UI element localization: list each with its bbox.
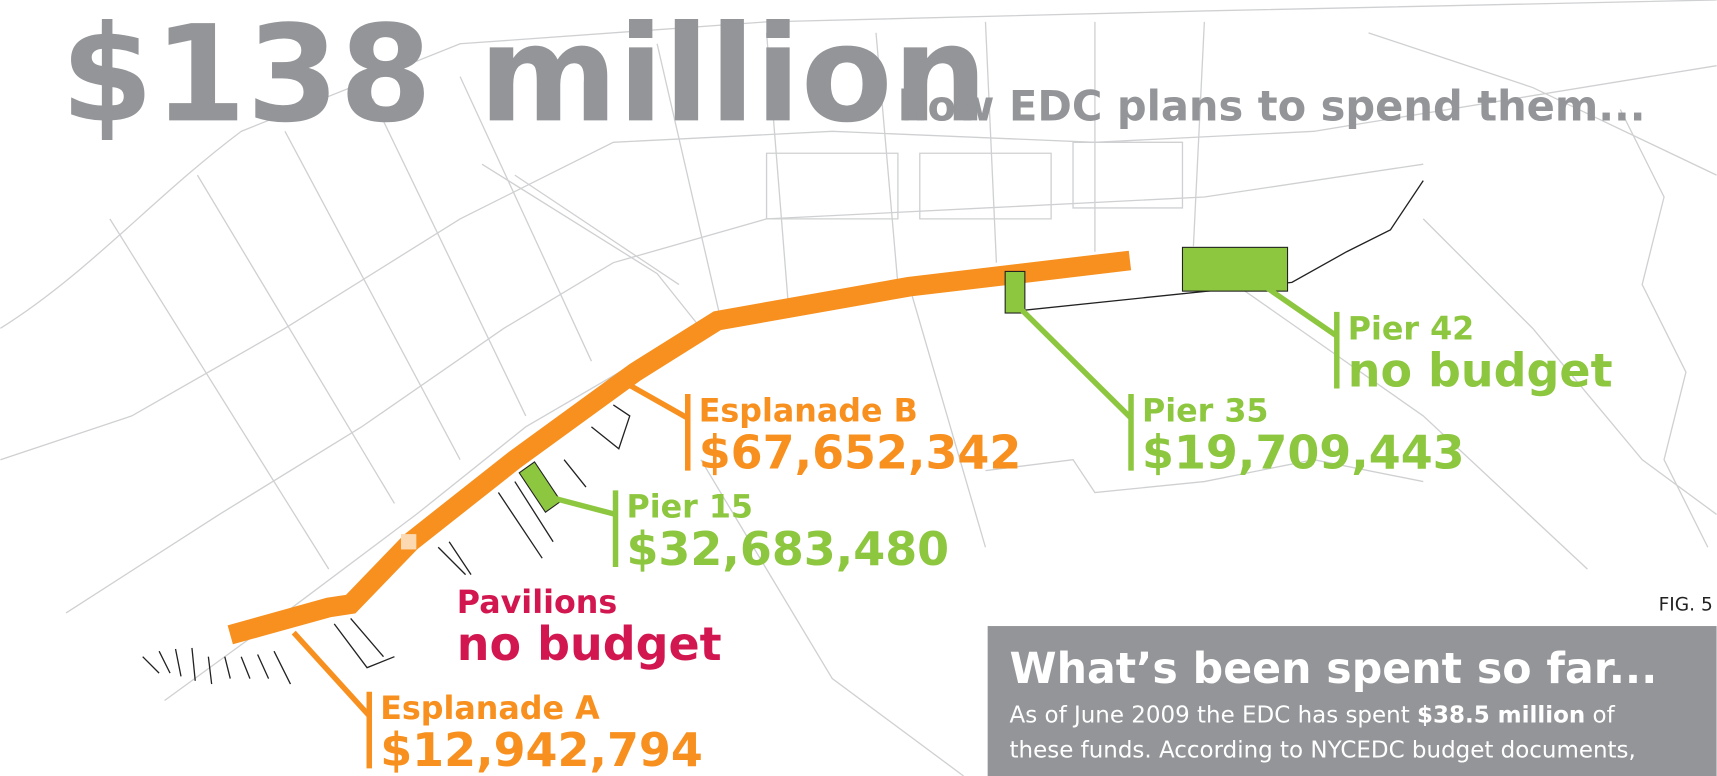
- label-name: Esplanade B: [699, 393, 918, 429]
- leader-line: [628, 382, 690, 421]
- label-amount: no budget: [457, 617, 722, 671]
- label-name: Pier 35: [1142, 393, 1269, 429]
- label-name: Esplanade A: [380, 691, 600, 727]
- label-amount: no budget: [1348, 343, 1613, 397]
- box-text: of: [1585, 702, 1615, 728]
- label-amount: $32,683,480: [626, 522, 949, 576]
- leader-line: [1016, 304, 1133, 421]
- pier-15-area: [518, 461, 562, 513]
- label-name: Pier 15: [626, 490, 753, 526]
- summary-box: [987, 626, 1717, 776]
- pavilion-segment: [400, 534, 417, 550]
- box-line-2: these funds. According to NYCEDC budget …: [1010, 737, 1636, 763]
- pier-35-area: [1004, 270, 1026, 314]
- figure-label: FIG. 5: [1659, 595, 1713, 616]
- subtitle: how EDC plans to spend them...: [898, 81, 1646, 130]
- labels: Esplanade A$12,942,794 Esplanade B$67,652…: [291, 280, 1613, 776]
- esplanade-path: [227, 250, 1132, 645]
- box-text: As of June 2009 the EDC has spent: [1010, 702, 1417, 728]
- leader-line: [1257, 280, 1339, 339]
- leader-line: [552, 495, 617, 518]
- title: $138 million: [61, 0, 988, 152]
- leader-line: [291, 630, 372, 718]
- label-name: Pavilions: [457, 585, 617, 621]
- box-heading: What’s been spent so far...: [1010, 644, 1658, 694]
- piers: [142, 180, 1424, 685]
- label-amount: $67,652,342: [699, 425, 1022, 479]
- pier-42-area: [1181, 246, 1289, 292]
- label-amount: $12,942,794: [380, 723, 703, 776]
- label-name: Pier 42: [1348, 311, 1475, 347]
- box-bold: $38.5 million: [1417, 702, 1585, 728]
- label-amount: $19,709,443: [1142, 425, 1465, 479]
- box-line-1: As of June 2009 the EDC has spent $38.5 …: [1010, 702, 1616, 728]
